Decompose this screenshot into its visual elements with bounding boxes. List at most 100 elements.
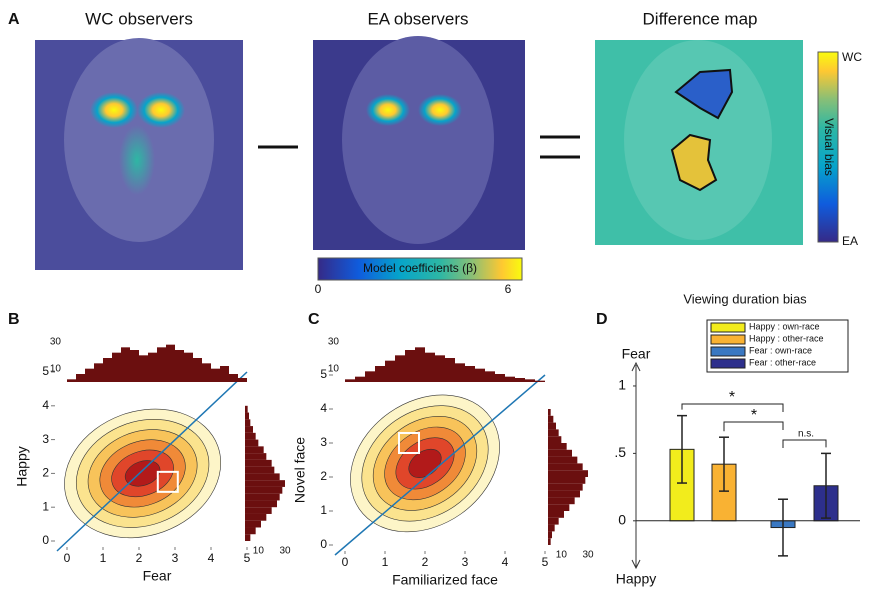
- heat-spot: [119, 125, 155, 195]
- x-tick-label: 3: [462, 555, 469, 569]
- y-tick-label: 5: [42, 364, 49, 378]
- histogram-bar: [525, 379, 535, 382]
- count-tick-label: 30: [328, 337, 340, 348]
- significance-label: *: [751, 407, 757, 424]
- figure: WC observers EA observers Difference map…: [0, 0, 870, 590]
- y-tick-label: 3: [42, 432, 49, 446]
- x-tick-label: 3: [172, 551, 179, 565]
- histogram-bar: [245, 413, 249, 420]
- count-tick-label: 10: [556, 550, 568, 561]
- histogram-bar: [229, 374, 238, 382]
- significance-label: n.s.: [798, 429, 814, 440]
- y-tick-label: 1: [618, 377, 626, 393]
- histogram-bar: [245, 433, 256, 440]
- y-tick-label: 2: [320, 469, 327, 483]
- histogram-bar: [475, 369, 485, 382]
- histogram-bar: [355, 377, 365, 382]
- histogram-bar: [245, 453, 266, 460]
- histogram-bar: [548, 457, 577, 464]
- histogram-bar: [139, 355, 148, 382]
- histogram-bar: [465, 366, 475, 382]
- histogram-bar: [548, 484, 583, 491]
- histogram-bar: [548, 538, 551, 545]
- count-tick-label: 10: [50, 363, 62, 374]
- histogram-bar: [245, 507, 272, 514]
- histogram-bar: [245, 514, 266, 521]
- histogram-bar: [245, 494, 280, 501]
- histogram-bar: [548, 436, 561, 443]
- x-tick-label: 0: [64, 551, 71, 565]
- heat-spot: [137, 92, 185, 128]
- histogram-bar: [67, 379, 76, 382]
- histogram-bar: [395, 355, 405, 382]
- histogram-bar: [245, 419, 250, 426]
- x-axis-label: Fear: [143, 568, 172, 584]
- histogram-bar: [76, 374, 85, 382]
- histogram-bar: [445, 358, 455, 382]
- y-tick-label: 3: [320, 435, 327, 449]
- histogram-bar: [548, 409, 551, 416]
- histogram-bar: [193, 358, 202, 382]
- histogram-bar: [121, 347, 130, 382]
- y-tick-label: 5: [320, 367, 327, 381]
- histogram-bar: [245, 446, 264, 453]
- histogram-bar: [548, 423, 556, 430]
- histogram-bar: [245, 500, 277, 507]
- histogram-bar: [245, 460, 272, 467]
- histogram-bar: [495, 374, 505, 382]
- legend-label: Fear : other-race: [749, 357, 816, 367]
- histogram-bar: [548, 429, 559, 436]
- histogram-bar: [548, 525, 555, 532]
- histogram-bar: [202, 363, 211, 382]
- histogram-bar: [385, 361, 395, 382]
- y-tick-label: 1: [42, 499, 49, 513]
- heat-spot: [418, 94, 462, 126]
- histogram-bar: [435, 355, 445, 382]
- panel-label: A: [8, 11, 20, 28]
- x-tick-label: 1: [382, 555, 389, 569]
- histogram-bar: [245, 406, 248, 413]
- axis-end-label: Fear: [622, 346, 651, 362]
- legend-swatch: [711, 359, 745, 368]
- panel-title: Difference map: [643, 9, 758, 28]
- histogram-bar: [548, 450, 572, 457]
- count-tick-label: 30: [582, 550, 594, 561]
- panel-title: WC observers: [85, 9, 193, 28]
- legend-swatch: [711, 347, 745, 356]
- histogram-bar: [166, 345, 175, 382]
- legend-label: Happy : own-race: [749, 321, 820, 331]
- histogram-bar: [548, 416, 553, 423]
- panel-title: EA observers: [367, 9, 468, 28]
- histogram-bar: [548, 531, 552, 538]
- histogram-bar: [112, 353, 121, 382]
- histogram-bar: [425, 353, 435, 382]
- heat-spot: [90, 92, 138, 128]
- histogram-bar: [505, 377, 515, 382]
- legend-label: Happy : other-race: [749, 333, 824, 343]
- histogram-bar: [535, 381, 545, 382]
- count-tick-label: 30: [279, 546, 291, 557]
- y-tick-label: 1: [320, 503, 327, 517]
- histogram-bar: [130, 350, 139, 382]
- histogram-bar: [405, 350, 415, 382]
- histogram-bar: [103, 358, 112, 382]
- histogram-bar: [375, 366, 385, 382]
- panel-label: C: [308, 311, 320, 328]
- colorbar-label: Model coefficients (β): [363, 261, 477, 275]
- bias-label: Visual bias: [822, 118, 836, 176]
- heat-spot: [366, 94, 410, 126]
- histogram-bar: [365, 371, 375, 382]
- histogram-bar: [548, 470, 588, 477]
- histogram-bar: [548, 477, 585, 484]
- histogram-bar: [245, 467, 274, 474]
- x-tick-label: 5: [244, 551, 251, 565]
- histogram-bar: [485, 371, 495, 382]
- histogram-bar: [245, 426, 253, 433]
- bias-bottom: EA: [842, 234, 858, 248]
- y-tick-label: 2: [42, 466, 49, 480]
- x-tick-label: 5: [542, 555, 549, 569]
- legend-label: Fear : own-race: [749, 345, 812, 355]
- count-tick-label: 30: [50, 337, 62, 348]
- histogram-bar: [175, 350, 184, 382]
- count-tick-label: 10: [253, 546, 265, 557]
